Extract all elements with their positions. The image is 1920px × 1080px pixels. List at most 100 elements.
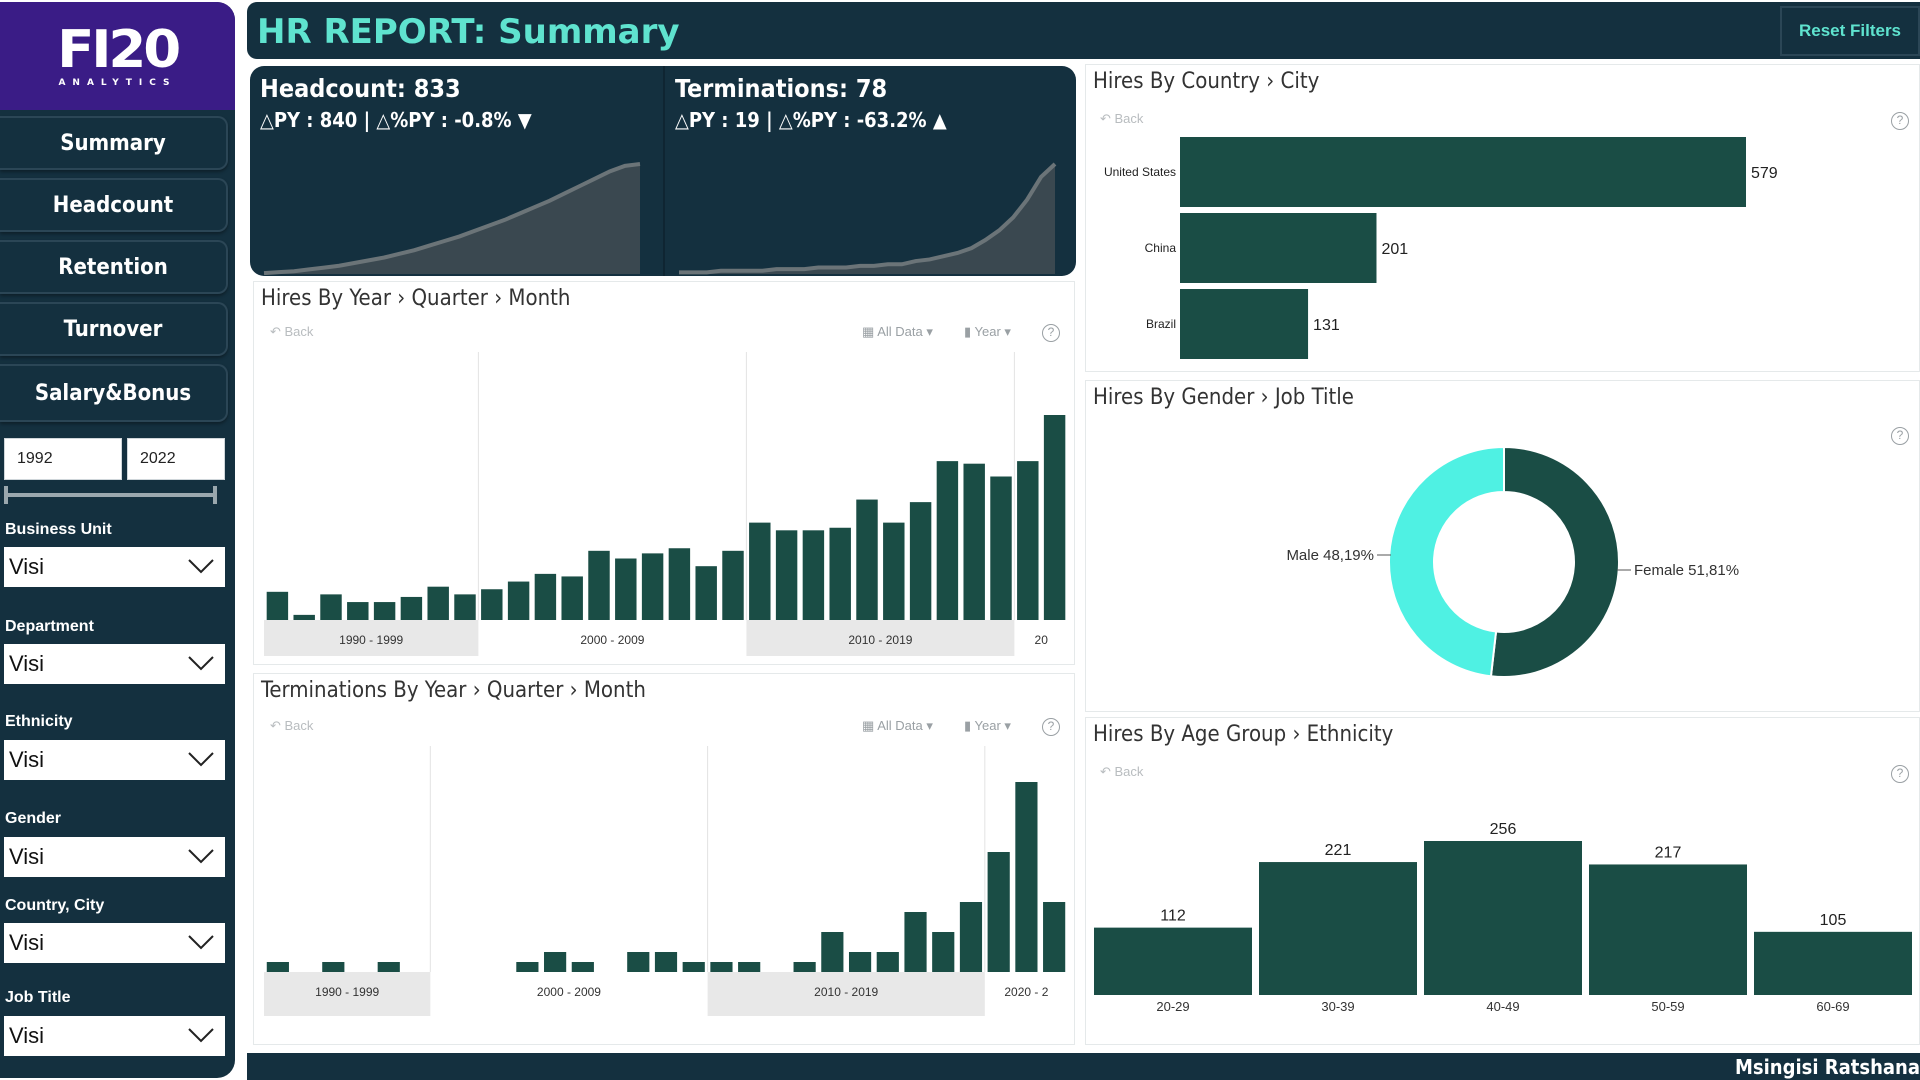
page-title: HR REPORT: Summary <box>257 12 680 52</box>
bar <box>710 962 733 972</box>
all-data-label: All Data ▾ <box>877 324 933 339</box>
footer-author: Msingisi Ratshana <box>1735 1055 1920 1079</box>
job-title-dropdown[interactable]: Visi <box>4 1016 225 1056</box>
back-button[interactable]: ↶ Back <box>270 324 314 339</box>
help-icon[interactable]: ? <box>1891 427 1909 445</box>
slice-label: Male 48,19% <box>1286 547 1374 564</box>
all-data-dropdown[interactable]: ▦ All Data ▾ <box>862 324 933 340</box>
bar <box>544 952 567 972</box>
bar <box>322 962 345 972</box>
back-label: Back <box>284 324 314 339</box>
ethnicity-dropdown[interactable]: Visi <box>4 740 225 780</box>
year-slider-start-handle[interactable] <box>4 486 8 504</box>
help-icon[interactable]: ? <box>1042 718 1060 736</box>
year-to-input[interactable]: 2022 <box>127 438 225 480</box>
filter-label-job-title: Job Title <box>5 989 71 1006</box>
bar <box>1180 213 1377 283</box>
help-icon[interactable]: ? <box>1891 765 1909 783</box>
hires-by-year-panel: Hires By Year › Quarter › Month ↶ Back ▦… <box>253 281 1075 665</box>
sparkline-line <box>679 162 1057 275</box>
year-slider-track[interactable] <box>6 493 216 497</box>
calendar-icon: ▦ <box>862 324 875 339</box>
help-icon[interactable]: ? <box>1891 112 1909 130</box>
headcount-kpi-card: Headcount: 833 △PY : 840 | △%PY : -0.8% … <box>250 66 661 276</box>
hires-by-year-chart: 1990 - 1999 2000 - 2009 2010 - 2019 20 <box>264 352 1066 656</box>
data-label: 221 <box>1325 842 1352 859</box>
business-unit-dropdown[interactable]: Visi <box>4 547 225 587</box>
x-axis-group-label: 1990 - 1999 <box>339 633 403 647</box>
bar <box>347 602 369 620</box>
country-city-dropdown[interactable]: Visi <box>4 923 225 963</box>
category-label: United States <box>1104 165 1176 179</box>
back-button[interactable]: ↶ Back <box>1100 764 1144 779</box>
hires-by-gender-title: Hires By Gender › Job Title <box>1093 385 1354 410</box>
bar <box>1180 289 1309 359</box>
bar <box>1015 782 1038 972</box>
bar <box>775 530 798 620</box>
data-label: 579 <box>1751 165 1778 182</box>
sparkline-line <box>263 162 641 276</box>
year-from-input[interactable]: 1992 <box>4 438 122 480</box>
bar <box>1754 931 1912 995</box>
nav-turnover-button[interactable]: Turnover <box>0 302 228 356</box>
year-slider-end-handle[interactable] <box>213 486 217 504</box>
bar <box>627 952 650 972</box>
sparkline-area <box>679 164 1055 274</box>
nav-salary-bonus-button[interactable]: Salary&Bonus <box>0 364 228 422</box>
filter-label-ethnicity: Ethnicity <box>5 713 73 730</box>
bar <box>377 962 400 972</box>
year-level-dropdown[interactable]: ▮ Year ▾ <box>964 718 1011 734</box>
job-title-value: Visi <box>9 1023 45 1048</box>
back-label: Back <box>1114 764 1144 779</box>
terminations-kpi-delta: △PY : 19 | △%PY : -63.2% ▲ <box>675 108 947 132</box>
axis-group-band <box>746 620 1015 656</box>
category-label: 60-69 <box>1816 999 1849 1014</box>
department-dropdown[interactable]: Visi <box>4 644 225 684</box>
gender-dropdown[interactable]: Visi <box>4 837 225 877</box>
terminations-by-year-chart: 1990 - 1999 2000 - 2009 2010 - 2019 2020 - … <box>264 746 1066 1016</box>
bar <box>990 476 1012 620</box>
hires-by-age-chart: 112 20-29 221 30-39 256 40-49 217 50-59 105 60-69 <box>1094 821 1912 1014</box>
bar <box>909 502 932 620</box>
filter-label-business-unit: Business Unit <box>5 521 112 538</box>
hires-by-age-panel: Hires By Age Group › Ethnicity ↶ Back ? … <box>1085 717 1920 1045</box>
hires-by-country-title: Hires By Country › City <box>1093 69 1320 94</box>
hires-by-year-title: Hires By Year › Quarter › Month <box>261 286 571 311</box>
category-label: 30-39 <box>1321 999 1354 1014</box>
category-label: China <box>1145 241 1177 255</box>
x-axis-group-label: 20 <box>1035 633 1049 647</box>
terminations-kpi-title: Terminations: 78 <box>675 74 888 103</box>
nav-summary-button[interactable]: Summary <box>0 116 228 170</box>
bar <box>266 591 289 620</box>
bar <box>1180 137 1746 207</box>
bar <box>400 596 423 620</box>
year-level-dropdown[interactable]: ▮ Year ▾ <box>964 324 1011 340</box>
filter-label-country-city: Country, City <box>5 897 105 914</box>
bar <box>1424 841 1582 995</box>
reset-filters-button[interactable]: Reset Filters <box>1780 6 1920 56</box>
country-city-value: Visi <box>9 930 45 955</box>
chevron-down-icon <box>188 1028 214 1043</box>
data-label: 217 <box>1655 844 1682 861</box>
donut-slice <box>1388 445 1505 678</box>
bar <box>641 553 664 620</box>
bar <box>793 962 816 972</box>
kpi-panel: Headcount: 833 △PY : 840 | △%PY : -0.8% … <box>250 66 1076 276</box>
help-icon[interactable]: ? <box>1042 324 1060 342</box>
back-button[interactable]: ↶ Back <box>270 718 314 733</box>
bar <box>1043 902 1066 972</box>
bar <box>963 463 985 620</box>
x-axis-group-label: 2010 - 2019 <box>848 633 912 647</box>
terminations-sparkline <box>679 162 1057 275</box>
terminations-by-year-title: Terminations By Year › Quarter › Month <box>261 678 646 703</box>
bar <box>1017 461 1039 620</box>
all-data-dropdown[interactable]: ▦ All Data ▾ <box>862 718 933 734</box>
department-value: Visi <box>9 651 45 676</box>
back-button[interactable]: ↶ Back <box>1100 111 1144 126</box>
donut-slice <box>1489 445 1620 678</box>
bar <box>738 962 761 972</box>
nav-headcount-button[interactable]: Headcount <box>0 178 228 232</box>
logo-main-text: FI20 <box>56 20 181 80</box>
bar <box>571 962 594 972</box>
nav-retention-button[interactable]: Retention <box>0 240 228 294</box>
